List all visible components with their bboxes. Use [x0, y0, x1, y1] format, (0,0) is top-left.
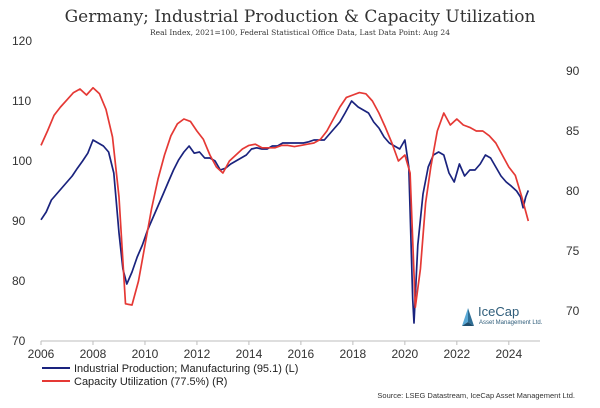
legend-label-production: Industrial Production; Manufacturing (95… [74, 363, 298, 375]
x-axis: 2006 2008 2010 2012 2014 2016 2018 2020 2022 2024 [28, 341, 522, 361]
legend: Industrial Production; Manufacturing (95… [42, 363, 298, 388]
y-left-tick-label: 120 [12, 34, 32, 48]
source-note: Source: LSEG Datastream, IceCap Asset Ma… [377, 391, 575, 400]
x-tick-label: 2014 [236, 347, 263, 361]
x-tick-label: 2008 [80, 347, 107, 361]
x-tick-label: 2006 [28, 347, 55, 361]
logo-tagline: Asset Management Ltd. [479, 320, 543, 326]
x-tick-label: 2024 [495, 347, 522, 361]
x-tick-label: 2022 [443, 347, 470, 361]
chart-subtitle: Real Index, 2021=100, Federal Statistica… [150, 28, 450, 37]
y-axis-right: 70 75 80 85 90 [566, 64, 580, 318]
y-right-tick-label: 80 [566, 184, 580, 198]
y-axis-left: 70 80 90 100 110 120 [12, 34, 32, 348]
logo-name: IceCap [478, 304, 519, 319]
y-left-tick-label: 80 [12, 274, 26, 288]
y-left-tick-label: 100 [12, 154, 32, 168]
x-tick-label: 2012 [184, 347, 211, 361]
x-tick-label: 2018 [340, 347, 367, 361]
x-tick-label: 2010 [132, 347, 159, 361]
x-tick-label: 2016 [288, 347, 315, 361]
logo-triangle-left [462, 308, 468, 326]
legend-label-capacity: Capacity Utilization (77.5%) (R) [74, 376, 227, 388]
series-line-industrial-production [40, 100, 530, 324]
chart-title: Germany; Industrial Production & Capacit… [65, 7, 536, 27]
series-line-capacity-utilization [40, 86, 530, 309]
series-layer [40, 86, 530, 324]
y-left-tick-label: 70 [12, 334, 26, 348]
y-left-tick-label: 110 [12, 94, 31, 108]
icecap-logo: IceCap Asset Management Ltd. [462, 304, 543, 326]
logo-triangle-base [462, 322, 474, 326]
y-right-tick-label: 90 [566, 64, 580, 78]
y-right-tick-label: 85 [566, 124, 580, 138]
x-tick-label: 2020 [392, 347, 419, 361]
y-left-tick-label: 90 [12, 214, 26, 228]
logo-triangle-right [468, 308, 474, 326]
y-right-tick-label: 75 [566, 244, 580, 258]
y-right-tick-label: 70 [566, 304, 580, 318]
